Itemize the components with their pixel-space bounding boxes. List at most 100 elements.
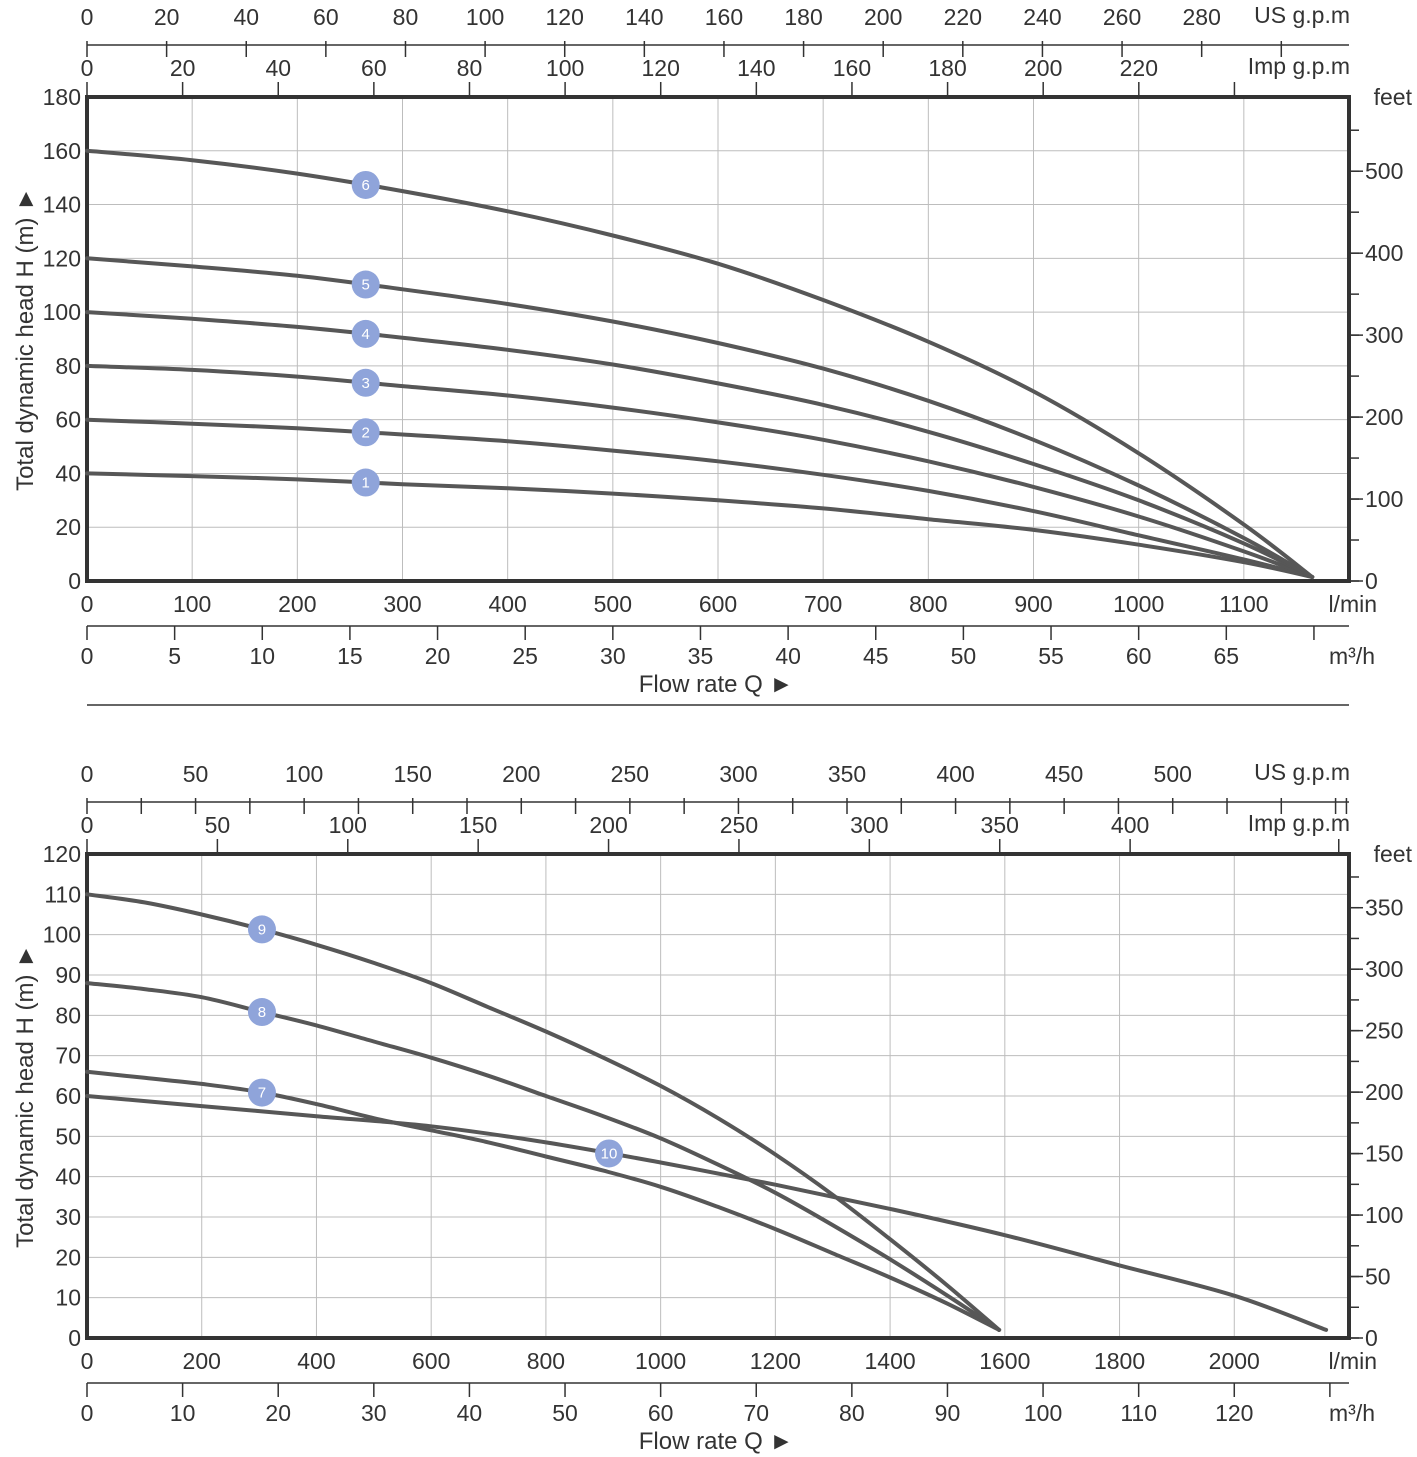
curve-badge-label-9: 9 [258, 921, 266, 938]
us-gpm-tick-label: 60 [313, 4, 339, 30]
us-gpm-tick-label: 150 [394, 761, 432, 787]
x-tick-label: 1000 [635, 1348, 686, 1374]
us-gpm-tick-label: 400 [936, 761, 974, 787]
curve-badge-label-8: 8 [258, 1004, 266, 1021]
imp-gpm-tick-label: 200 [1024, 55, 1062, 81]
imp-gpm-tick-label: 100 [329, 812, 367, 838]
imp-gpm-tick-label: 0 [81, 55, 94, 81]
m3h-tick-label: 20 [425, 643, 451, 669]
imp-gpm-tick-label: 80 [457, 55, 483, 81]
feet-axis: 0 100 200 300 400 500 feet [1349, 84, 1413, 594]
imp-gpm-tick-label: 50 [205, 812, 231, 838]
y-axis-title: Total dynamic head H (m) ► [12, 944, 39, 1248]
x-tick-label: 1600 [979, 1348, 1030, 1374]
y-tick-label: 30 [55, 1204, 81, 1230]
m3h-tick-label: 110 [1120, 1400, 1157, 1426]
feet-tick-label: 200 [1365, 404, 1403, 430]
m3h-tick-label: 50 [552, 1400, 578, 1426]
us-gpm-tick-label: 100 [466, 4, 504, 30]
y-tick-label: 20 [55, 1244, 81, 1270]
imp-gpm-tick-label: 120 [642, 55, 680, 81]
us-gpm-axis: 0 20 40 60 80 100 120 140 160 180 200 220 240 260 280 U… [81, 2, 1350, 57]
m3h-tick-label: 80 [839, 1400, 865, 1426]
x-tick-label: 0 [81, 1348, 94, 1374]
us-gpm-tick-label: 450 [1045, 761, 1083, 787]
feet-tick-label: 50 [1365, 1264, 1391, 1290]
y-tick-label: 70 [55, 1043, 81, 1069]
y-tick-label: 60 [55, 1083, 81, 1109]
feet-tick-label: 200 [1365, 1079, 1403, 1105]
curve-badge-9 [247, 915, 276, 944]
m3h-tick-label: 10 [170, 1400, 196, 1426]
imp-gpm-tick-label: 140 [737, 55, 775, 81]
imp-gpm-tick-label: 350 [981, 812, 1019, 838]
x-axis-title: Flow rate Q ► [639, 671, 793, 698]
x-tick-label: 200 [183, 1348, 221, 1374]
m3h-tick-label: 0 [81, 1400, 94, 1426]
m3h-tick-label: 40 [457, 1400, 483, 1426]
us-gpm-tick-label: 20 [154, 4, 180, 30]
curve-badge-1 [351, 468, 380, 497]
m3h-tick-label: 5 [168, 643, 181, 669]
curve-badge-3 [351, 368, 380, 397]
y-tick-label: 90 [55, 962, 81, 988]
m3h-tick-label: 120 [1215, 1400, 1253, 1426]
us-gpm-tick-label: 200 [502, 761, 540, 787]
curves [85, 148, 1315, 579]
m3h-axis: 0 10 20 30 40 50 60 70 80 90 100 110 120 m³/h [81, 1382, 1375, 1426]
y-tick-label: 0 [68, 1325, 81, 1351]
curve-2 [85, 417, 1315, 579]
x-axis-title: Flow rate Q ► [639, 1428, 793, 1455]
x-tick-label: 200 [278, 591, 316, 617]
x-tick-label: 400 [297, 1348, 335, 1374]
y-tick-label: 10 [55, 1285, 81, 1311]
feet-tick-label: 100 [1365, 486, 1403, 512]
m3h-tick-label: 55 [1038, 643, 1064, 669]
m3h-tick-label: 90 [935, 1400, 961, 1426]
feet-unit-label: feet [1374, 841, 1413, 867]
x-tick-label: 400 [488, 591, 526, 617]
m3h-axis: 0 5 10 15 20 25 30 35 40 45 50 55 60 65 m³/h [81, 625, 1375, 669]
x-tick-label: 500 [594, 591, 632, 617]
us-gpm-tick-label: 200 [864, 4, 902, 30]
us-gpm-tick-label: 0 [81, 4, 94, 30]
x-tick-label: 2000 [1209, 1348, 1260, 1374]
x-tick-label: 0 [81, 591, 94, 617]
us-gpm-tick-label: 140 [625, 4, 663, 30]
us-gpm-axis: 0 50 100 150 200 250 300 350 400 450 500 US g.p.m [81, 759, 1350, 814]
us-gpm-tick-label: 100 [285, 761, 323, 787]
m3h-tick-label: 20 [265, 1400, 291, 1426]
curve-badge-5 [351, 270, 380, 299]
feet-tick-label: 0 [1365, 568, 1378, 594]
m3h-tick-label: 0 [81, 643, 94, 669]
x-tick-label: 600 [412, 1348, 450, 1374]
imp-gpm-tick-label: 400 [1111, 812, 1149, 838]
y-tick-label: 40 [55, 460, 81, 486]
m3h-tick-label: 35 [688, 643, 714, 669]
us-gpm-tick-label: 160 [705, 4, 743, 30]
m3h-tick-label: 45 [863, 643, 889, 669]
imp-gpm-tick-label: 250 [720, 812, 758, 838]
imp-gpm-unit-label: Imp g.p.m [1248, 810, 1350, 836]
m3h-tick-label: 10 [249, 643, 275, 669]
us-gpm-tick-label: 280 [1182, 4, 1220, 30]
imp-gpm-tick-label: 220 [1120, 55, 1158, 81]
curve-10 [85, 1094, 1329, 1332]
y-tick-label: 120 [43, 841, 81, 867]
lmin-axis: 0 200 400 600 800 1000 1200 1400 1600 1800 2000 l/m… [81, 1348, 1377, 1374]
curve-badge-7 [247, 1078, 276, 1107]
y-tick-label: 160 [43, 138, 81, 164]
m3h-tick-label: 25 [512, 643, 538, 669]
curve-badge-6 [351, 170, 380, 199]
x-tick-label: 600 [699, 591, 737, 617]
y-tick-label: 100 [43, 922, 81, 948]
y-tick-label: 0 [68, 568, 81, 594]
curve-badge-label-6: 6 [362, 177, 370, 194]
y-tick-label: 140 [43, 192, 81, 218]
y-axis-title: Total dynamic head H (m) ► [12, 187, 39, 491]
imp-gpm-tick-label: 40 [265, 55, 291, 81]
us-gpm-tick-label: 250 [611, 761, 649, 787]
